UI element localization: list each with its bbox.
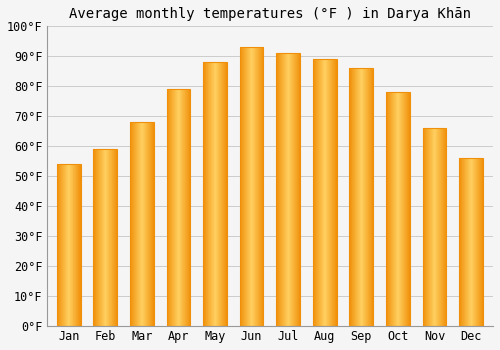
- Bar: [130, 122, 154, 326]
- Bar: [386, 92, 410, 326]
- Bar: [94, 149, 117, 326]
- Title: Average monthly temperatures (°F ) in Darya Khān: Average monthly temperatures (°F ) in Da…: [69, 7, 471, 21]
- Bar: [422, 128, 446, 326]
- Bar: [166, 89, 190, 326]
- Bar: [240, 47, 264, 326]
- Bar: [276, 53, 300, 326]
- Bar: [313, 59, 336, 326]
- Bar: [459, 158, 483, 326]
- Bar: [57, 164, 80, 326]
- Bar: [203, 62, 227, 326]
- Bar: [350, 68, 373, 326]
